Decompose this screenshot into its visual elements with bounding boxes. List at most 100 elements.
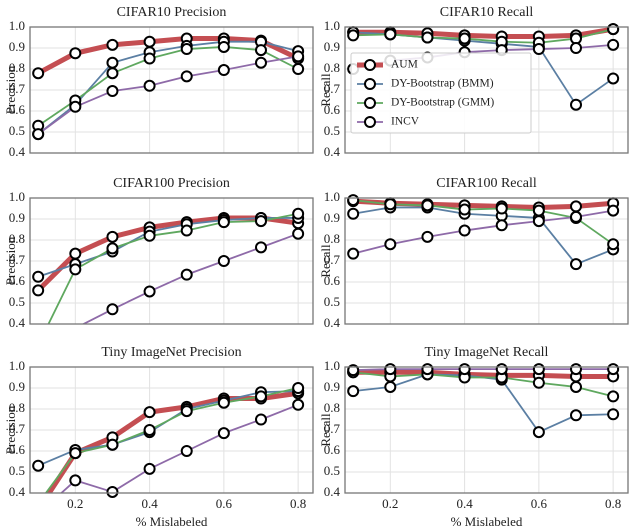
- series-line: [353, 206, 614, 266]
- plot-frame: [344, 26, 629, 154]
- point: [458, 224, 471, 237]
- y-axis-label: Precision: [3, 65, 18, 114]
- point: [607, 204, 620, 217]
- y-tick-label: 0.5: [324, 123, 340, 138]
- point: [69, 247, 82, 260]
- point: [106, 438, 119, 451]
- chart-title: CIFAR10 Precision: [117, 5, 227, 20]
- legend-marker: [364, 78, 376, 90]
- series-line: [353, 27, 614, 39]
- y-tick-label: 0.4: [324, 315, 341, 330]
- point: [255, 44, 268, 57]
- y-tick-label: 0.7: [9, 252, 26, 267]
- chart-title: Tiny ImageNet Precision: [101, 345, 241, 360]
- series-line: [353, 371, 614, 398]
- point: [384, 363, 397, 376]
- chart-title: Tiny ImageNet Recall: [425, 345, 549, 360]
- x-tick-label: 0.6: [216, 496, 233, 511]
- plot-frame: [344, 197, 629, 325]
- point: [495, 363, 508, 376]
- series-line: [36, 36, 300, 76]
- point: [32, 128, 45, 141]
- point: [421, 230, 434, 243]
- legend-label: INCV: [391, 116, 420, 128]
- y-tick-label: 0.8: [9, 400, 25, 415]
- y-tick-label: 0.9: [9, 210, 25, 225]
- legend-label: DY-Bootstrap (GMM): [391, 97, 494, 109]
- point: [421, 31, 434, 44]
- y-tick-label: 0.7: [9, 81, 26, 96]
- point: [570, 258, 583, 271]
- point: [292, 227, 305, 240]
- point: [143, 229, 156, 242]
- point: [106, 85, 119, 98]
- y-tick-label: 1.0: [324, 358, 340, 373]
- point: [180, 224, 193, 237]
- subplot: 0.4 0.5 0.6 0.7 0.8 0.9 1.0 CIFAR10 Precision Pr…: [3, 5, 314, 159]
- point: [292, 398, 305, 411]
- point: [532, 376, 545, 389]
- subplot: 0.4 0.5 0.6 0.7 0.8 0.9 1.0 CIFAR10 Recall Recal…: [318, 5, 629, 159]
- point: [106, 38, 119, 51]
- point: [255, 215, 268, 228]
- y-tick-label: 0.9: [9, 379, 25, 394]
- legend-box: [350, 52, 532, 134]
- point: [607, 238, 620, 251]
- point: [106, 56, 119, 69]
- point: [217, 255, 230, 267]
- series-line: [353, 368, 614, 372]
- point: [458, 203, 471, 216]
- legend-label: AUM: [391, 59, 418, 71]
- plot-frame: [344, 366, 629, 494]
- y-tick-label: 1.0: [9, 18, 25, 33]
- point: [255, 56, 268, 69]
- plot-frame: [29, 366, 314, 494]
- y-tick-label: 1.0: [324, 189, 340, 204]
- series-line: [37, 46, 299, 127]
- y-tick-label: 0.6: [9, 102, 26, 117]
- point: [347, 247, 360, 260]
- legend-marker: [364, 59, 376, 71]
- legend-marker: [364, 97, 376, 109]
- point: [570, 42, 583, 54]
- point: [143, 79, 156, 92]
- point: [384, 198, 397, 211]
- x-tick-label: 0.2: [382, 496, 398, 511]
- point: [607, 38, 620, 51]
- point: [458, 32, 471, 45]
- series-line: [46, 390, 299, 493]
- plot-frame: [29, 26, 314, 154]
- point: [143, 406, 156, 419]
- chart-title: CIFAR100 Recall: [436, 176, 537, 191]
- series-line: [37, 40, 299, 135]
- point: [106, 242, 119, 255]
- x-axis-label: % Mislabeled: [451, 514, 523, 529]
- series-line: [60, 403, 299, 493]
- x-tick-label: 0.8: [290, 496, 306, 511]
- point: [106, 67, 119, 80]
- point: [69, 474, 82, 487]
- y-axis-label: Recall: [318, 244, 333, 278]
- point: [570, 210, 583, 223]
- y-tick-label: 0.4: [9, 315, 26, 330]
- subplot: 0.4 0.5 0.6 0.7 0.8 0.9 1.0 0.2 0.4 0.6 0.8 Tiny Im…: [3, 345, 314, 529]
- x-tick-label: 0.2: [67, 496, 83, 511]
- point: [292, 50, 305, 63]
- y-tick-label: 0.4: [324, 144, 341, 159]
- point: [217, 396, 230, 409]
- point: [292, 63, 305, 75]
- subplot: 0.4 0.5 0.6 0.7 0.8 0.9 1.0 CIFAR100 Recall Reca…: [318, 176, 629, 330]
- point: [570, 409, 583, 422]
- y-tick-label: 0.7: [324, 252, 341, 267]
- point: [384, 380, 397, 393]
- series-line: [37, 217, 299, 278]
- y-tick-label: 0.8: [9, 60, 25, 75]
- point: [570, 98, 583, 111]
- y-tick-label: 0.8: [9, 231, 25, 246]
- chart-title: CIFAR10 Recall: [440, 5, 534, 20]
- series-line: [44, 387, 299, 493]
- point: [347, 194, 360, 207]
- point: [180, 43, 193, 56]
- point: [32, 67, 45, 80]
